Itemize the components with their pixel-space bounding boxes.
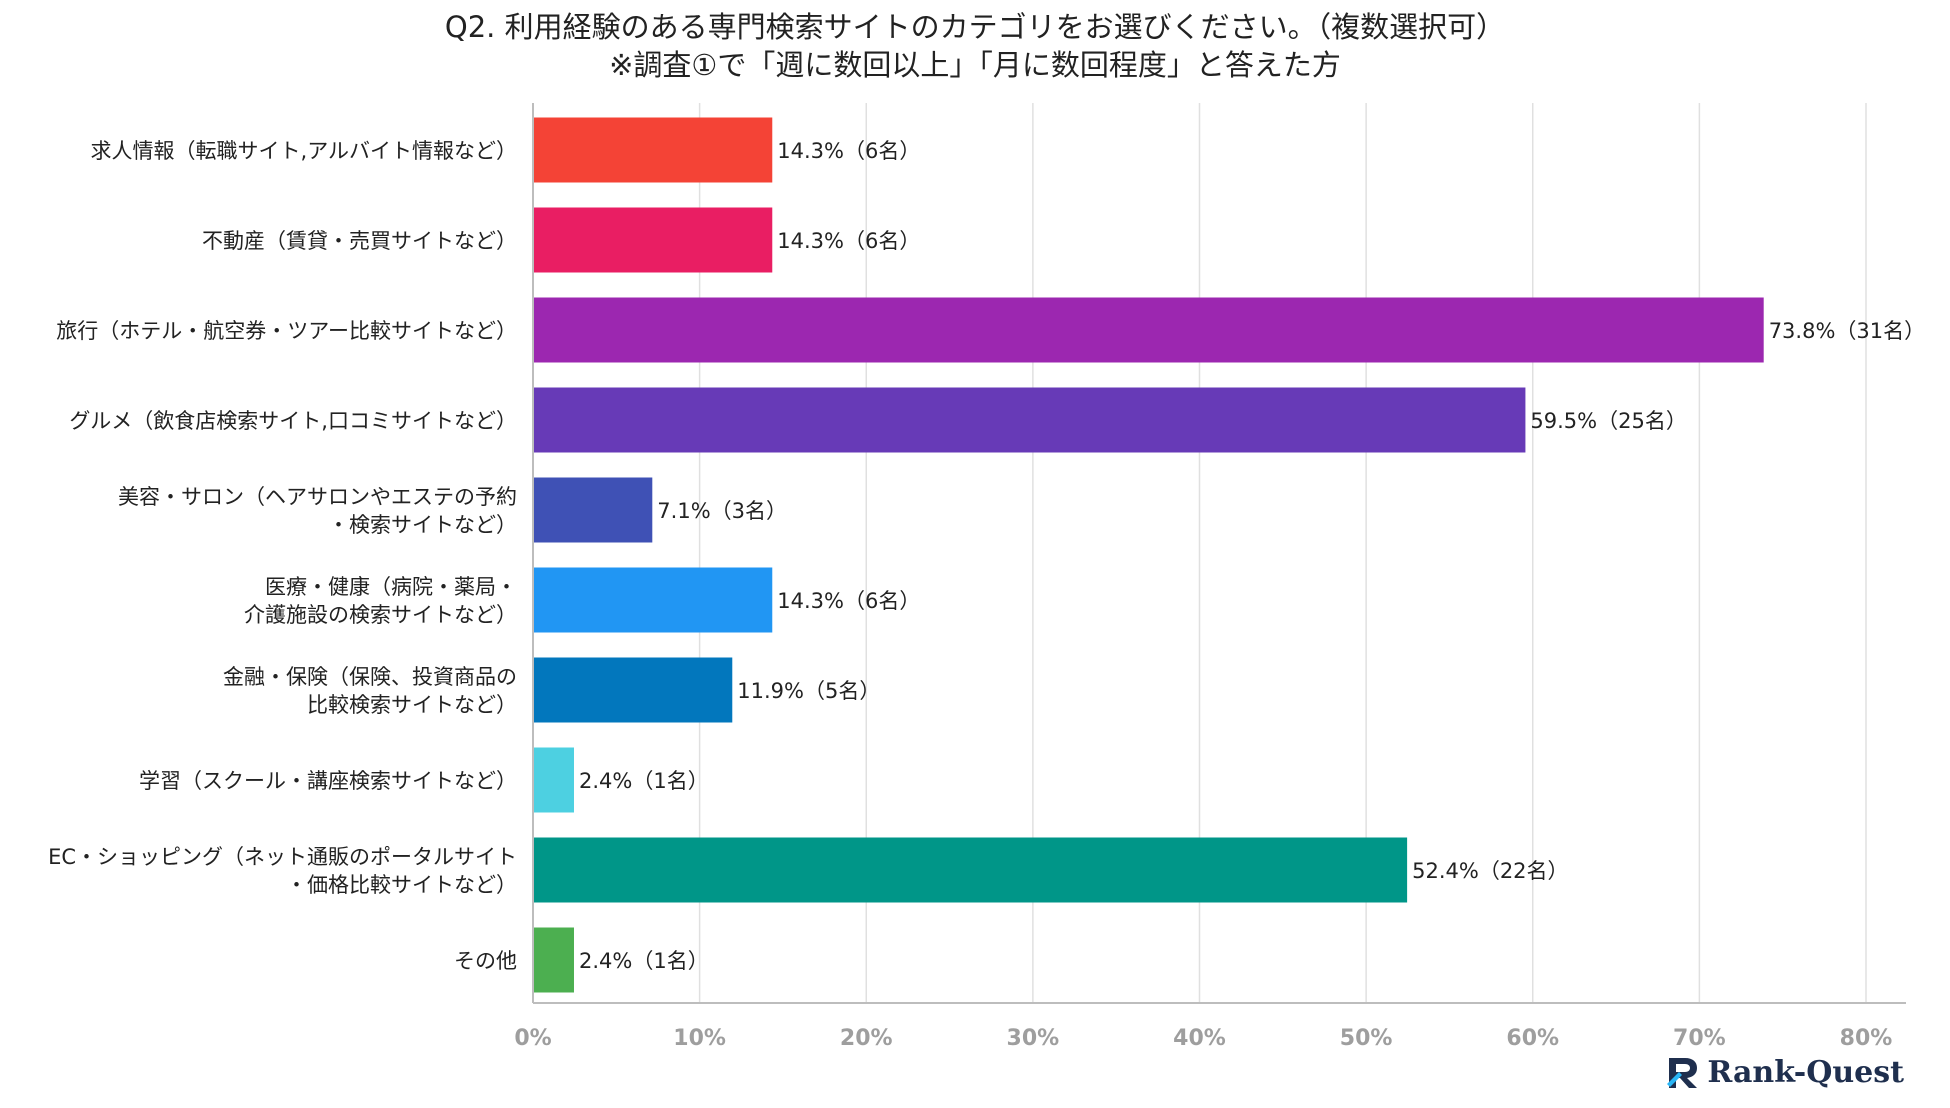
category-label-line: 金融・保険（保険、投資商品の [223,665,517,689]
category-label-line: 比較検索サイトなど） [307,693,517,717]
bar [534,657,733,723]
data-label: 2.4%（1名） [579,949,709,973]
chart-title-block: Q2. 利用経験のある専門検索サイトのカテゴリをお選びください。（複数選択可） … [0,8,1950,84]
category-label: 不動産（賃貸・売買サイトなど） [202,229,517,253]
rank-quest-r-icon [1667,1058,1698,1088]
category-label: 医療・健康（病院・薬局・介護施設の検索サイトなど） [244,575,517,627]
x-tick-label: 20% [840,1026,893,1051]
data-label: 11.9%（5名） [737,679,880,703]
data-label: 73.8%（31名） [1769,319,1925,343]
brand-logo: Rank-Quest [1665,1052,1904,1092]
category-label: その他 [454,949,517,973]
category-label: グルメ（飲食店検索サイト,口コミサイトなど） [69,409,517,433]
bar [534,747,574,813]
category-label-line: ・価格比較サイトなど） [286,873,517,897]
category-label-line: 不動産（賃貸・売買サイトなど） [202,229,517,253]
x-tick-label: 50% [1340,1026,1393,1051]
data-label: 59.5%（25名） [1530,409,1686,433]
x-tick-label: 80% [1840,1026,1893,1051]
category-label-line: 美容・サロン（ヘアサロンやエステの予約 [118,485,517,509]
x-tick-label: 60% [1506,1026,1559,1051]
category-label-line: 介護施設の検索サイトなど） [244,603,517,627]
data-label: 14.3%（6名） [777,139,920,163]
x-tick-label: 10% [673,1026,726,1051]
category-label: EC・ショッピング（ネット通販のポータルサイト・価格比較サイトなど） [48,845,517,897]
data-label: 14.3%（6名） [777,229,920,253]
bar [534,837,1408,903]
data-label: 7.1%（3名） [657,499,787,523]
x-tick-label: 70% [1673,1026,1726,1051]
category-label-line: グルメ（飲食店検索サイト,口コミサイトなど） [69,409,517,433]
bar [534,477,653,543]
chart-title: Q2. 利用経験のある専門検索サイトのカテゴリをお選びください。（複数選択可） [444,10,1506,44]
data-label: 2.4%（1名） [579,769,709,793]
bar [534,207,773,273]
category-label: 求人情報（転職サイト,アルバイト情報など） [91,139,517,163]
chart-subtitle: ※調査①で「週に数回以上」「月に数回程度」と答えた方 [609,48,1341,82]
category-label-line: 求人情報（転職サイト,アルバイト情報など） [91,139,517,163]
category-label-line: ・検索サイトなど） [328,513,517,537]
bar [534,927,574,993]
x-tick-label: 0% [514,1026,551,1051]
bars [534,117,1764,993]
data-label: 52.4%（22名） [1412,859,1568,883]
axes [532,103,1906,1004]
data-label: 14.3%（6名） [777,589,920,613]
bar [534,387,1526,453]
bar [534,117,773,183]
category-label: 学習（スクール・講座検索サイトなど） [139,769,517,793]
category-label: 旅行（ホテル・航空券・ツアー比較サイトなど） [56,319,517,343]
logo-text: Rank-Quest [1707,1054,1904,1090]
category-label: 金融・保険（保険、投資商品の比較検索サイトなど） [223,665,517,717]
category-label: 美容・サロン（ヘアサロンやエステの予約・検索サイトなど） [118,485,517,537]
labels: 0% 10% 20% 30% 40% 50% 60% 70% 80% 14.3%（6名） 求人情報（… [48,139,1925,1051]
category-label-line: 旅行（ホテル・航空券・ツアー比較サイトなど） [56,319,517,343]
category-label-line: EC・ショッピング（ネット通販のポータルサイト [48,845,517,869]
category-label-line: その他 [454,949,517,973]
category-label-line: 学習（スクール・講座検索サイトなど） [139,769,517,793]
bar [534,567,773,633]
category-label-line: 医療・健康（病院・薬局・ [265,575,517,599]
x-tick-label: 30% [1007,1026,1060,1051]
x-tick-label: 40% [1173,1026,1226,1051]
bar [534,297,1764,363]
